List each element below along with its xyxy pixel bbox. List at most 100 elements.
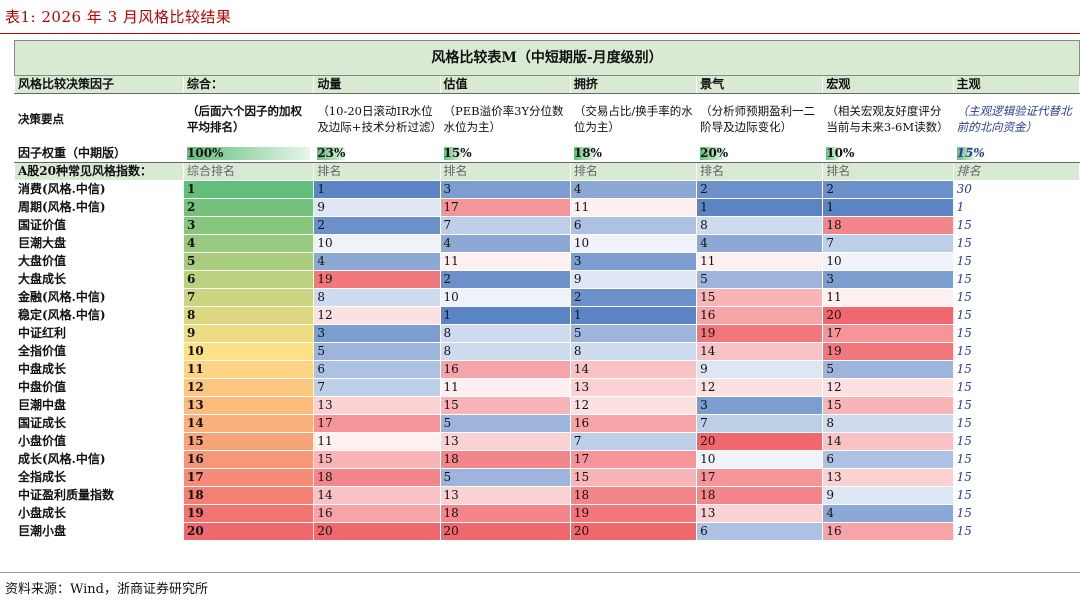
header-cell: 风格比较决策因子 xyxy=(14,75,184,94)
factor-rank: 17 xyxy=(569,450,698,469)
weight-cell: 20% xyxy=(696,144,824,163)
key-label: 决策要点 xyxy=(14,93,184,145)
sub-cell: 排名 xyxy=(952,162,1080,181)
factor-rank: 8 xyxy=(696,216,824,235)
weight-bar: 23% xyxy=(317,146,436,161)
factor-rank: 15 xyxy=(952,504,1080,523)
factor-rank: 15 xyxy=(952,468,1080,487)
factor-rank: 11 xyxy=(822,288,954,307)
key-cell: （相关宏观友好度评分当前与未来3-6M读数） xyxy=(822,93,954,145)
weight-bar: 15% xyxy=(443,146,567,161)
factor-rank: 6 xyxy=(822,450,954,469)
table-title: 风格比较表M（中短期版-月度级别） xyxy=(14,40,1080,76)
style-name: 中证红利 xyxy=(14,324,184,343)
factor-rank: 11 xyxy=(439,252,571,271)
factor-rank: 10 xyxy=(822,252,954,271)
weight-bar-fill xyxy=(700,147,724,160)
composite-rank: 6 xyxy=(182,270,315,289)
factor-rank: 15 xyxy=(952,522,1080,541)
factor-rank: 4 xyxy=(313,252,441,271)
composite-rank: 18 xyxy=(182,486,315,505)
factor-rank: 5 xyxy=(696,270,824,289)
factor-rank: 15 xyxy=(952,270,1080,289)
composite-rank: 20 xyxy=(182,522,315,541)
style-name: 周期(风格.中信) xyxy=(14,198,184,217)
weight-bar: 100% xyxy=(187,146,311,161)
factor-rank: 1 xyxy=(822,198,954,217)
factor-rank: 15 xyxy=(569,468,698,487)
weight-bar-fill xyxy=(573,147,596,160)
table-row: 小盘成长 19 16 18 19 13 4 15 xyxy=(14,504,1080,523)
factor-rank: 1 xyxy=(696,198,824,217)
factor-rank: 10 xyxy=(569,234,698,253)
weight-cell: 15% xyxy=(439,144,571,163)
weight-cell: 18% xyxy=(569,144,698,163)
style-name: 小盘成长 xyxy=(14,504,184,523)
weight-value: 15% xyxy=(443,146,472,160)
composite-rank: 5 xyxy=(182,252,315,271)
factor-rank: 16 xyxy=(696,306,824,325)
sub-cell: 排名 xyxy=(696,162,824,181)
factor-rank: 8 xyxy=(439,324,571,343)
factor-rank: 15 xyxy=(952,306,1080,325)
factor-rank: 20 xyxy=(696,432,824,451)
header-cell: 综合： xyxy=(182,75,315,94)
table-caption: 表1: 2026 年 3 月风格比较结果 xyxy=(5,8,232,26)
key-cell: （主观逻辑验证代替北前的北向资金） xyxy=(952,93,1080,145)
factor-rank: 15 xyxy=(952,216,1080,235)
factor-rank: 16 xyxy=(439,360,571,379)
factor-rank: 6 xyxy=(696,522,824,541)
composite-rank: 3 xyxy=(182,216,315,235)
factor-rank: 10 xyxy=(439,288,571,307)
table-row: 巨潮小盘 20 20 20 20 6 16 15 xyxy=(14,522,1080,541)
factor-rank: 16 xyxy=(313,504,441,523)
factor-rank: 2 xyxy=(313,216,441,235)
table-row: 周期(风格.中信) 2 9 17 11 1 1 1 xyxy=(14,198,1080,217)
factor-rank: 9 xyxy=(696,360,824,379)
factor-rank: 6 xyxy=(313,360,441,379)
factor-rank: 5 xyxy=(313,342,441,361)
factor-rank: 19 xyxy=(569,504,698,523)
weight-value: 18% xyxy=(573,146,602,160)
table-row: 小盘价值 15 11 13 7 20 14 15 xyxy=(14,432,1080,451)
table-row: 国证价值 3 2 7 6 8 18 15 xyxy=(14,216,1080,235)
factor-rank: 14 xyxy=(822,432,954,451)
factor-rank: 18 xyxy=(439,450,571,469)
factor-rank: 13 xyxy=(439,486,571,505)
weight-value: 15% xyxy=(956,146,985,160)
composite-rank: 11 xyxy=(182,360,315,379)
factor-rank: 5 xyxy=(439,414,571,433)
factor-rank: 9 xyxy=(569,270,698,289)
table-row: 成长(风格.中信) 16 15 18 17 10 6 15 xyxy=(14,450,1080,469)
style-comparison-table: 风格比较表M（中短期版-月度级别） 风格比较决策因子 综合： 动量 估值 拥挤 景气 宏观主… xyxy=(14,40,1080,541)
table-row: 全指价值 10 5 8 8 14 19 15 xyxy=(14,342,1080,361)
factor-rank: 5 xyxy=(569,324,698,343)
sub-cell: 排名 xyxy=(313,162,441,181)
factor-rank: 15 xyxy=(822,396,954,415)
factor-rank: 14 xyxy=(569,360,698,379)
style-name: 中盘成长 xyxy=(14,360,184,379)
factor-rank: 4 xyxy=(822,504,954,523)
factor-rank: 13 xyxy=(822,468,954,487)
header-cell: 宏观 xyxy=(822,75,954,94)
weight-bar: 15% xyxy=(956,146,1076,161)
header-cell: 主观 xyxy=(952,75,1080,94)
factor-rank: 18 xyxy=(313,468,441,487)
factor-rank: 16 xyxy=(569,414,698,433)
factor-rank: 7 xyxy=(313,378,441,397)
factor-rank: 3 xyxy=(439,180,571,199)
factor-rank: 7 xyxy=(696,414,824,433)
sub-header-row: A股20种常见风格指数： 综合排名 排名 排名 排名 排名 排名 排名 xyxy=(14,162,1080,181)
weight-bar-fill xyxy=(956,147,975,160)
style-name: 金融(风格.中信) xyxy=(14,288,184,307)
factor-rank: 5 xyxy=(439,468,571,487)
factor-rank: 15 xyxy=(952,396,1080,415)
factor-rank: 14 xyxy=(696,342,824,361)
composite-rank: 7 xyxy=(182,288,315,307)
style-name: 稳定(风格.中信) xyxy=(14,306,184,325)
weight-cell: 100% xyxy=(182,144,315,163)
factor-rank: 15 xyxy=(952,432,1080,451)
factor-rank: 13 xyxy=(569,378,698,397)
factor-rank: 16 xyxy=(822,522,954,541)
weight-cell: 15% xyxy=(952,144,1080,163)
